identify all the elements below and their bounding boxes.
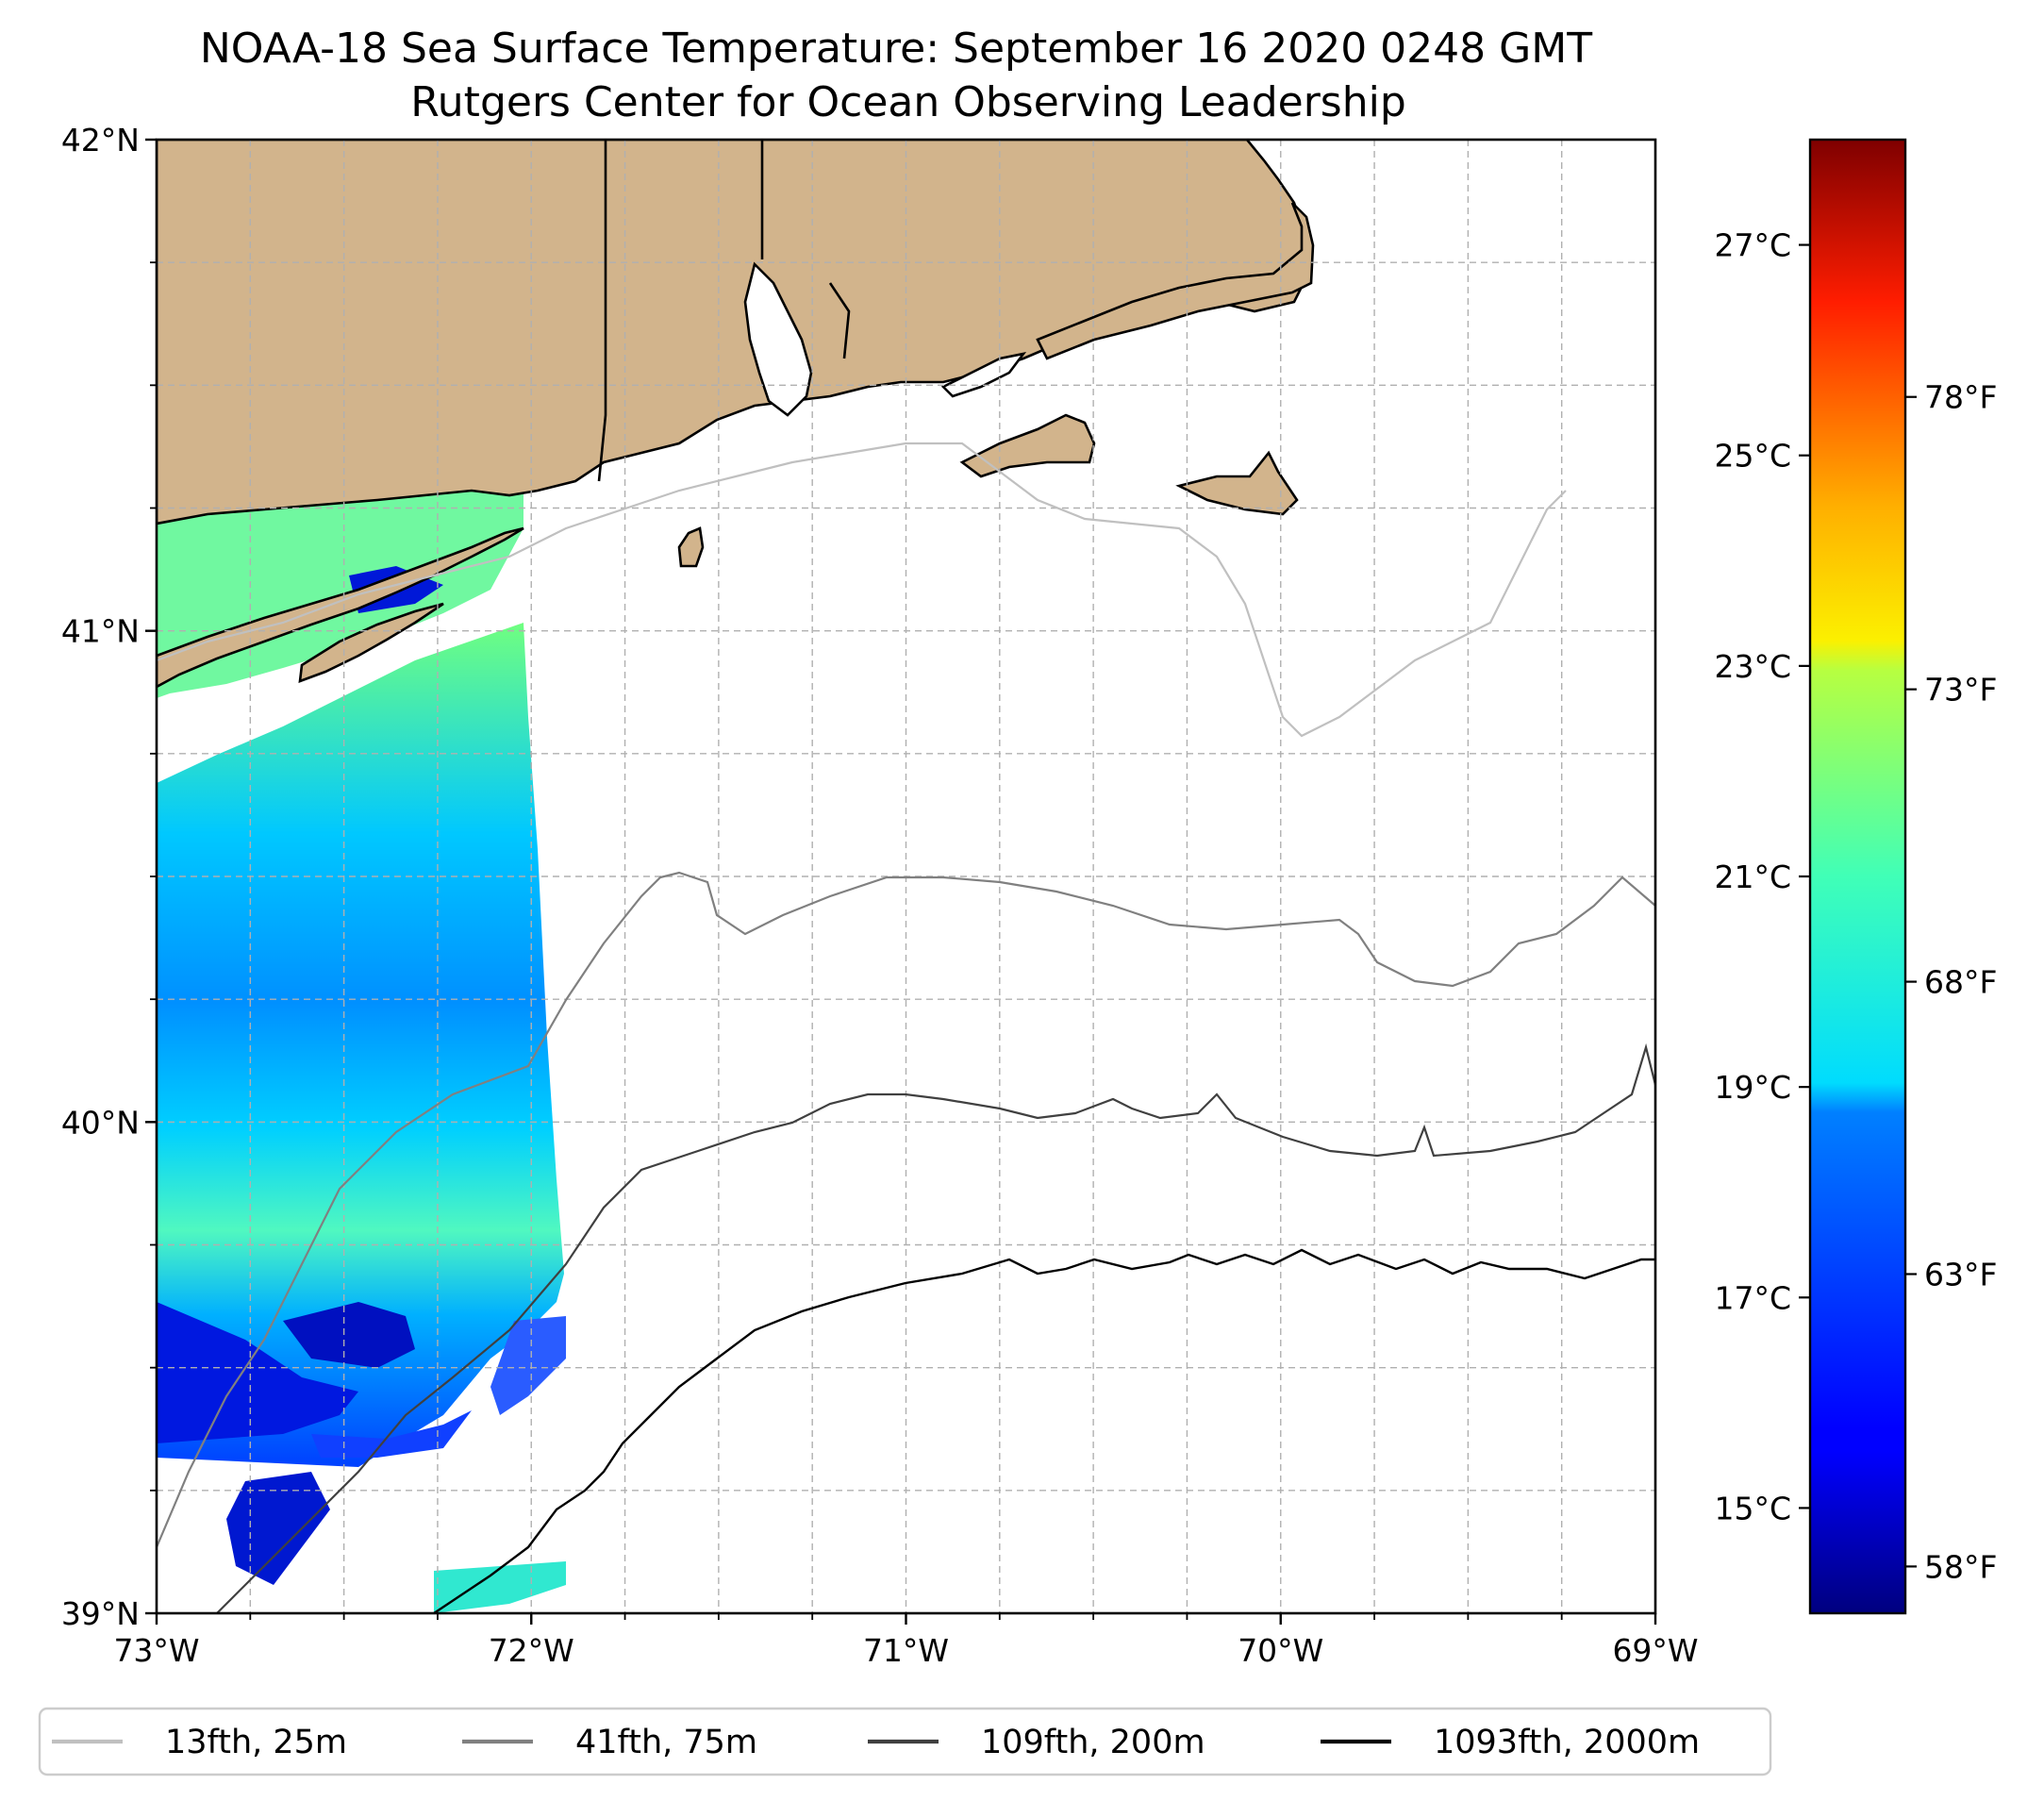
colorbar-ticks: 15°C 17°C 19°C 21°C 23°C 25°C 27°C 58°F 63°F 68°F… (1714, 227, 1997, 1586)
map-panel (157, 140, 1655, 1613)
sst-cold-patch-3 (226, 1472, 330, 1585)
bathymetry-contours (157, 442, 1655, 1613)
x-tick-label: 70°W (1238, 1632, 1323, 1669)
land-cape-cod (1036, 202, 1315, 360)
celsius-tick-label: 25°C (1714, 438, 1791, 475)
legend-label: 1093fth, 2000m (1434, 1724, 1700, 1761)
x-tick-label: 69°W (1612, 1632, 1698, 1669)
boundary-ny-ct (597, 140, 607, 482)
land-long-island (157, 526, 524, 689)
y-tick-label: 40°N (61, 1104, 140, 1141)
fahrenheit-tick-label: 63°F (1924, 1256, 1997, 1292)
sst-swath-south (157, 623, 564, 1467)
land-nantucket (1175, 450, 1299, 516)
legend-label: 109fth, 200m (981, 1724, 1205, 1761)
y-tick-label: 41°N (61, 613, 140, 650)
fahrenheit-tick-label: 73°F (1924, 672, 1997, 709)
celsius-tick-label: 21°C (1714, 859, 1791, 895)
celsius-tick-label: 19°C (1714, 1069, 1791, 1106)
title-line-2: Rutgers Center for Ocean Observing Leade… (410, 78, 1406, 126)
x-tick-label: 71°W (863, 1632, 949, 1669)
fahrenheit-tick-label: 78°F (1924, 379, 1997, 416)
celsius-tick-label: 27°C (1714, 227, 1791, 264)
sst-cold-patch-1 (157, 1302, 358, 1443)
contour-200m (216, 1042, 1655, 1613)
sst-cold-patch-2 (283, 1302, 415, 1368)
sst-south-fragment (434, 1561, 566, 1613)
land-block-island (677, 526, 705, 568)
contour-2000m (433, 1248, 1655, 1613)
x-tick-label: 72°W (489, 1632, 574, 1669)
legend-label: 13fth, 25m (165, 1724, 347, 1761)
narragansett-bay (743, 261, 813, 417)
map-axes: 73°W 72°W 71°W 70°W 69°W 39°N 40°N 41°N 42°N (61, 122, 1699, 1669)
contour-75m (157, 871, 1655, 1548)
boundary-ri-ma (828, 282, 851, 359)
state-boundaries (597, 140, 851, 482)
title-line-1: NOAA-18 Sea Surface Temperature: Septemb… (200, 25, 1592, 73)
legend-label: 41fth, 75m (575, 1724, 757, 1761)
colorbar: 15°C 17°C 19°C 21°C 23°C 25°C 27°C 58°F 63°F 68°F… (1714, 138, 1997, 1615)
legend: 13fth, 25m 41fth, 75m 109fth, 200m 1093fth,… (38, 1707, 1772, 1776)
sst-east-fragment (490, 1316, 566, 1415)
celsius-tick-label: 23°C (1714, 648, 1791, 685)
x-tick-label: 73°W (113, 1632, 199, 1669)
land (157, 140, 1315, 689)
celsius-tick-label: 17°C (1714, 1279, 1791, 1316)
celsius-tick-label: 15°C (1714, 1490, 1791, 1526)
sst-cold-patch-4 (311, 1410, 472, 1458)
fahrenheit-tick-label: 68°F (1924, 964, 1997, 1001)
colorbar-gradient (1808, 138, 1907, 1615)
y-tick-label: 39°N (61, 1595, 140, 1632)
y-tick-label: 42°N (61, 122, 140, 158)
fahrenheit-tick-label: 58°F (1924, 1548, 1997, 1585)
contour-25m (157, 442, 1567, 738)
